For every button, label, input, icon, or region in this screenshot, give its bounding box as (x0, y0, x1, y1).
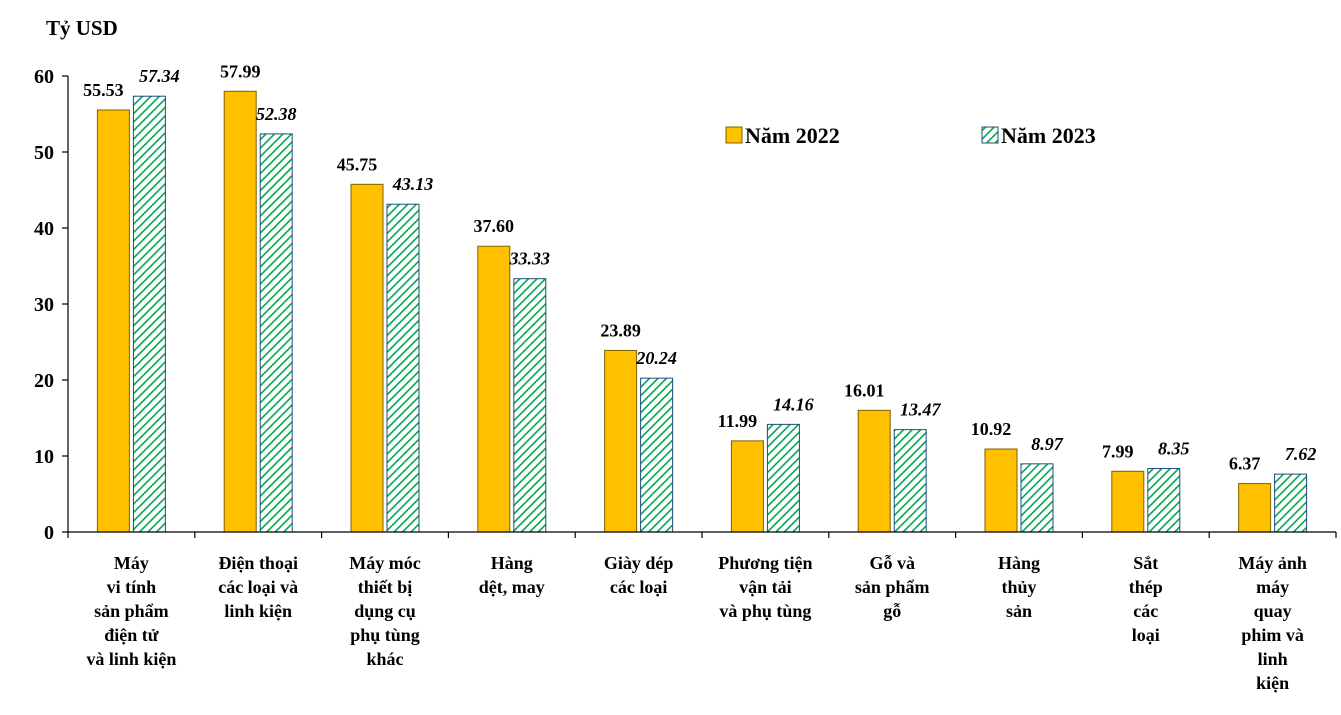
legend-label-2023: Năm 2023 (1001, 123, 1096, 148)
bar-2023 (386, 203, 420, 533)
value-label-2023: 57.34 (139, 66, 180, 86)
bar-2022 (96, 109, 130, 533)
category-label: Điện thoại các loại và linh kiện (218, 553, 298, 621)
x-axis: Máy vi tính sản phẩm điện tử và linh kiện Điệ… (67, 531, 1337, 693)
bar-2023 (132, 95, 166, 533)
bar-2022 (477, 245, 511, 533)
category-label: Gỗ và sản phẩm gỗ (855, 553, 930, 621)
category-label: Sắt thép các loại (1129, 553, 1163, 645)
legend-label-2022: Năm 2022 (745, 123, 840, 148)
value-label-2023: 52.38 (256, 104, 297, 124)
bar-2022 (1111, 470, 1145, 533)
bar-2023 (1274, 473, 1308, 533)
y-tick-label: 40 (34, 218, 54, 240)
category-label: Phương tiện vận tải và phụ tùng (718, 553, 812, 621)
bar-2023 (1147, 468, 1181, 533)
value-label-2022: 7.99 (1102, 441, 1134, 461)
value-label-2023: 13.47 (900, 400, 942, 420)
bar-2023 (1020, 463, 1054, 533)
value-label-2022: 37.60 (474, 216, 515, 236)
bar-2022 (604, 349, 638, 533)
y-axis: 0 10 20 30 40 50 60 (34, 66, 69, 544)
category-label: Máy ảnh máy quay phim và linh kiện (1238, 553, 1307, 693)
category-label: Hàng dệt, may (479, 553, 545, 597)
value-label-2022: 16.01 (844, 380, 885, 400)
y-tick-label: 30 (34, 294, 54, 316)
bar-2023 (259, 133, 293, 533)
bar-2023 (640, 377, 674, 533)
bar-2023 (893, 429, 927, 533)
category-label: Giày dép các loại (604, 553, 674, 597)
value-label-2022: 6.37 (1229, 454, 1261, 474)
value-label-2023: 33.33 (509, 249, 551, 269)
bar-2022 (857, 409, 891, 533)
legend-swatch-2022 (725, 126, 743, 144)
y-tick-label: 60 (34, 66, 54, 88)
category-label: Máy vi tính sản phẩm điện tử và linh kiện (86, 553, 176, 669)
bar-2022 (730, 440, 764, 533)
y-axis-unit-label: Tỷ USD (46, 16, 118, 40)
bar-2022 (1238, 483, 1272, 533)
value-label-2022: 45.75 (337, 154, 378, 174)
value-label-2022: 11.99 (718, 411, 758, 431)
value-label-2023: 7.62 (1285, 444, 1317, 464)
value-label-2023: 8.35 (1158, 439, 1190, 459)
category-label: Máy móc thiết bị dụng cụ phụ tùng khác (349, 553, 420, 669)
value-label-2022: 55.53 (83, 80, 124, 100)
bar-2023 (766, 423, 800, 533)
bar-2023 (513, 278, 547, 533)
value-label-2022: 23.89 (600, 320, 641, 340)
legend-swatch-2023 (981, 126, 999, 144)
y-tick-label: 0 (44, 522, 54, 544)
value-label-2022: 10.92 (971, 419, 1012, 439)
value-label-2023: 14.16 (773, 394, 814, 414)
y-tick-label: 50 (34, 142, 54, 164)
category-label: Hàng thủy sản (998, 553, 1040, 621)
y-tick-label: 20 (34, 370, 54, 392)
bars-group (96, 90, 1308, 533)
y-tick-label: 10 (34, 446, 54, 468)
data-labels-group: 55.53 57.99 45.75 37.60 23.89 11.99 16.01 10.92… (83, 61, 1316, 473)
bar-2022 (984, 448, 1018, 533)
legend: Năm 2022 Năm 2023 (725, 123, 1096, 148)
value-label-2023: 8.97 (1031, 434, 1064, 454)
value-label-2023: 20.24 (635, 348, 677, 368)
bar-2022 (223, 90, 257, 533)
value-label-2023: 43.13 (392, 174, 434, 194)
bar-2022 (350, 183, 384, 533)
value-label-2022: 57.99 (220, 61, 261, 81)
